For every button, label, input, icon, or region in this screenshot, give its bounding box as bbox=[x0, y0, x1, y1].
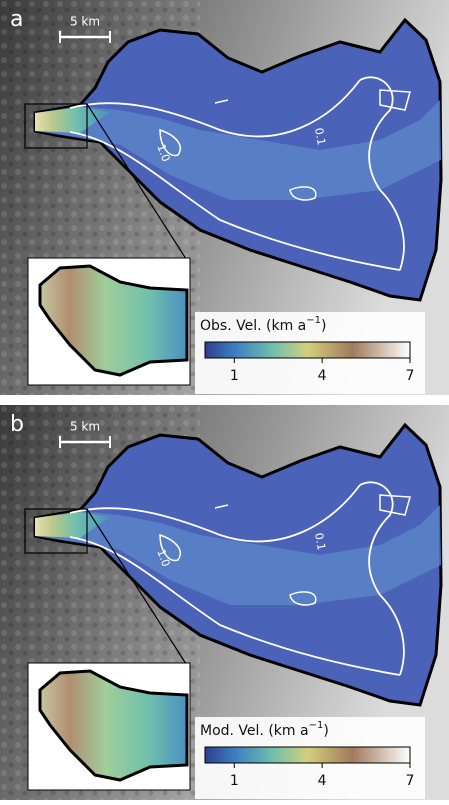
colorbar-tick-label: 7 bbox=[406, 773, 415, 789]
colorbar-tick-label: 7 bbox=[406, 368, 415, 384]
colorbar-tick-label: 1 bbox=[230, 368, 239, 384]
figure: a5 km0.11.0Obs. Vel. (km a−1)147b5 km0.1… bbox=[0, 0, 449, 805]
colorbar-label-end: ) bbox=[321, 318, 326, 334]
colorbar bbox=[205, 342, 410, 358]
colorbar bbox=[205, 747, 410, 763]
map bbox=[0, 405, 449, 800]
panels: a5 km0.11.0Obs. Vel. (km a−1)147b5 km0.1… bbox=[0, 0, 449, 800]
colorbar-label-text: Obs. Vel. (km a bbox=[200, 318, 306, 334]
colorbar-label-exponent: −1 bbox=[306, 315, 321, 326]
panel-label: b bbox=[10, 412, 24, 437]
panel-label: a bbox=[10, 7, 23, 32]
colorbar-label-exponent: −1 bbox=[309, 720, 324, 731]
colorbar-label-text: Mod. Vel. (km a bbox=[200, 723, 309, 739]
colorbar-tick-label: 4 bbox=[318, 368, 327, 384]
colorbar-tick-label: 1 bbox=[230, 773, 239, 789]
map bbox=[0, 0, 449, 395]
colorbar-label-end: ) bbox=[323, 723, 328, 739]
scale-bar-label: 5 km bbox=[70, 420, 100, 434]
scale-bar-label: 5 km bbox=[70, 15, 100, 29]
colorbar-tick-label: 4 bbox=[318, 773, 327, 789]
